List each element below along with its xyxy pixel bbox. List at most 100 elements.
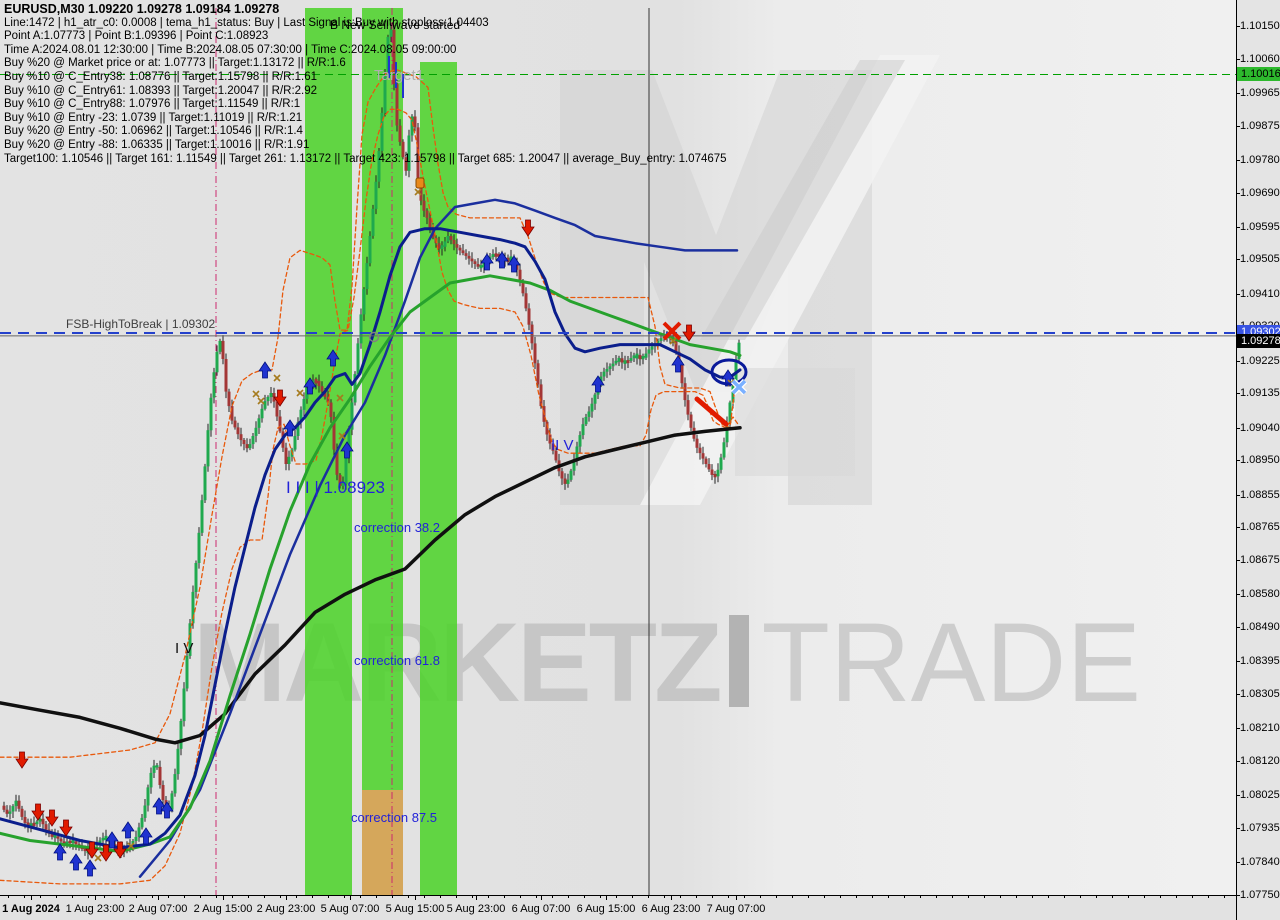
candle-body xyxy=(437,243,441,249)
price-tick-label: 1.08490 xyxy=(1240,620,1280,633)
candle-body xyxy=(413,116,417,128)
candle-body xyxy=(506,257,510,263)
candle-body xyxy=(455,244,459,248)
candle-body xyxy=(152,765,156,773)
candle-body xyxy=(380,112,384,151)
candle-body xyxy=(458,247,462,251)
candle-body xyxy=(704,458,708,464)
candle-body xyxy=(341,482,345,487)
price-tick-label: 1.07750 xyxy=(1240,888,1280,901)
candle-body xyxy=(473,261,477,264)
candle-body xyxy=(26,822,30,826)
time-minor-tick xyxy=(760,896,761,898)
time-minor-tick xyxy=(712,896,713,898)
candle-body xyxy=(515,262,519,270)
candle-body xyxy=(44,824,48,830)
time-minor-tick xyxy=(1000,896,1001,898)
candle-body xyxy=(638,355,642,360)
price-tick-label: 1.08855 xyxy=(1240,488,1280,501)
candle-body xyxy=(632,355,636,359)
price-tick-label: 1.09505 xyxy=(1240,253,1280,266)
time-tick-mark xyxy=(31,896,32,900)
candle-body xyxy=(623,360,627,364)
time-minor-tick xyxy=(392,896,393,898)
candle-body xyxy=(317,380,321,387)
time-tick-mark xyxy=(415,896,416,900)
time-tick-label: 1 Aug 23:00 xyxy=(65,903,125,915)
time-minor-tick xyxy=(728,896,729,898)
candle-body xyxy=(263,401,267,409)
sell-arrow-icon xyxy=(273,389,287,407)
time-tick-label: 6 Aug 07:00 xyxy=(511,903,571,915)
candle-body xyxy=(443,241,447,247)
time-minor-tick xyxy=(72,896,73,898)
time-minor-tick xyxy=(1128,896,1129,898)
candle-body xyxy=(533,343,537,364)
candle-body xyxy=(509,256,513,262)
price-tick-label: 1.09875 xyxy=(1240,119,1280,132)
header-line: Buy %20 @ Market price or at: 1.07773 ||… xyxy=(4,57,346,70)
time-tick-label: 5 Aug 15:00 xyxy=(385,903,445,915)
candle-body xyxy=(203,466,207,501)
candle-body xyxy=(686,400,690,415)
ma-slow-black xyxy=(0,426,742,745)
buy-arrow-icon xyxy=(507,255,521,273)
candle-body xyxy=(452,240,456,245)
time-minor-tick xyxy=(120,896,121,898)
time-minor-tick xyxy=(824,896,825,898)
candle-body xyxy=(329,402,333,417)
candle-body xyxy=(293,436,297,450)
price-tick-mark xyxy=(1236,494,1240,496)
time-minor-tick xyxy=(744,896,745,898)
watermark-text: MARKETZTRADE xyxy=(193,607,1141,719)
time-minor-tick xyxy=(88,896,89,898)
header-line: Point A:1.07773 | Point B:1.09396 | Poin… xyxy=(4,30,269,43)
candle-body xyxy=(8,811,12,814)
price-tick-label: 1.08765 xyxy=(1240,521,1280,534)
time-minor-tick xyxy=(24,896,25,898)
candle-body xyxy=(173,774,177,794)
candle-body xyxy=(470,258,474,262)
chart-area: MARKETZTRADE B New Sell wave startedTarg… xyxy=(0,0,1236,895)
price-tick-label: 1.08305 xyxy=(1240,687,1280,700)
price-tick-label: 1.09690 xyxy=(1240,186,1280,199)
time-minor-tick xyxy=(1048,896,1049,898)
time-tick-label: 2 Aug 23:00 xyxy=(256,903,316,915)
buy-arrow-icon xyxy=(303,377,317,395)
candle-body xyxy=(242,440,246,445)
candle-body xyxy=(608,366,612,369)
time-minor-tick xyxy=(1224,896,1225,898)
time-minor-tick xyxy=(1080,896,1081,898)
buy-arrow-icon xyxy=(671,355,685,373)
time-tick-label: 5 Aug 07:00 xyxy=(320,903,380,915)
candle-body xyxy=(254,427,258,436)
sell-arrow-icon xyxy=(682,324,696,342)
candle-body xyxy=(38,818,42,822)
time-minor-tick xyxy=(936,896,937,898)
candle-body xyxy=(440,245,444,250)
price-tick-label: 1.08950 xyxy=(1240,454,1280,467)
header-line: Buy %20 @ Entry -50: 1.06962 || Target:1… xyxy=(4,125,303,138)
candle-body xyxy=(350,402,354,430)
candle-body xyxy=(179,721,183,749)
sell-arrow-icon xyxy=(113,841,127,859)
candle-body xyxy=(218,340,222,352)
candle-body xyxy=(464,253,468,256)
candle-body xyxy=(230,406,234,421)
buy-arrow-icon xyxy=(53,843,67,861)
time-minor-tick xyxy=(1192,896,1193,898)
candle-body xyxy=(590,403,594,412)
price-tick-label: 1.09410 xyxy=(1240,287,1280,300)
candle-body xyxy=(527,308,531,325)
blue-x-icon xyxy=(731,379,747,395)
price-tick-label: 1.08580 xyxy=(1240,588,1280,601)
candle-body xyxy=(2,805,6,810)
candle-body xyxy=(617,357,621,362)
refresh-circle-icon xyxy=(368,331,380,343)
candle-body xyxy=(644,353,648,358)
candle-body xyxy=(560,471,564,479)
candle-body xyxy=(407,135,411,171)
candle-body xyxy=(338,474,342,486)
price-tick-label: 1.10060 xyxy=(1240,52,1280,65)
